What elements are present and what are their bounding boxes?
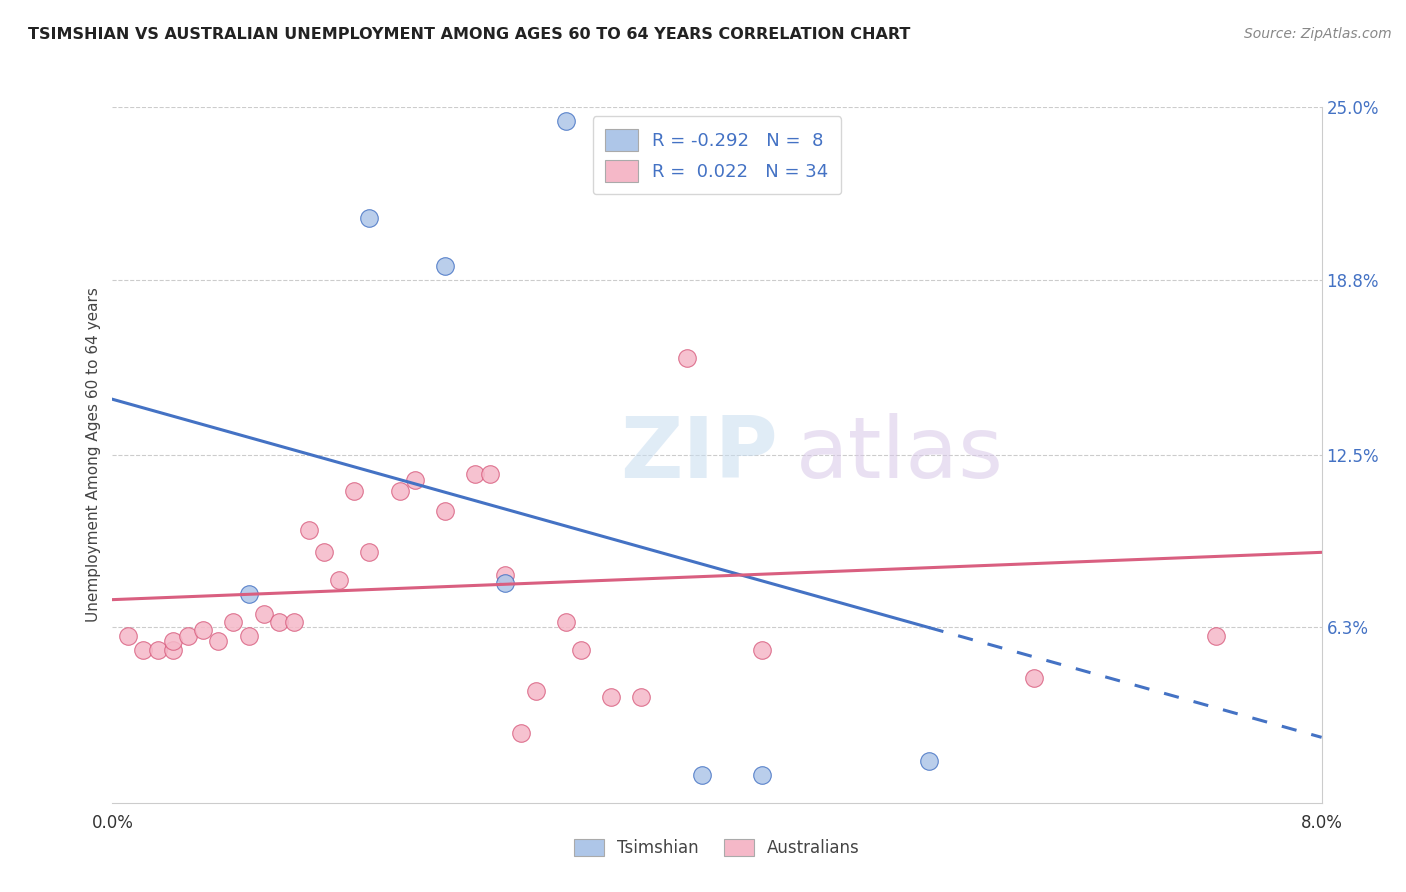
Point [146, 642, 169, 657]
Point [238, 629, 260, 643]
Point [162, 634, 184, 648]
Point [388, 484, 411, 499]
Point [690, 768, 713, 782]
Point [253, 607, 276, 621]
Point [222, 615, 245, 629]
Legend: Tsimshian, Australians: Tsimshian, Australians [568, 832, 866, 864]
Point [298, 523, 321, 537]
Point [433, 503, 456, 517]
Point [359, 211, 381, 226]
Point [464, 467, 486, 482]
Point [479, 467, 502, 482]
Point [917, 754, 939, 768]
Point [554, 615, 576, 629]
Point [554, 114, 576, 128]
Point [191, 624, 215, 638]
Point [312, 545, 335, 559]
Point [495, 567, 517, 582]
Point [343, 484, 366, 499]
Point [177, 629, 200, 643]
Point [524, 684, 547, 698]
Y-axis label: Unemployment Among Ages 60 to 64 years: Unemployment Among Ages 60 to 64 years [86, 287, 101, 623]
Text: atlas: atlas [796, 413, 1004, 497]
Point [751, 768, 773, 782]
Point [283, 615, 305, 629]
Point [600, 690, 623, 704]
Point [569, 642, 592, 657]
Point [117, 629, 139, 643]
Point [359, 545, 381, 559]
Point [433, 259, 456, 273]
Point [751, 642, 773, 657]
Point [495, 576, 517, 591]
Text: Source: ZipAtlas.com: Source: ZipAtlas.com [1244, 27, 1392, 41]
Point [328, 573, 350, 587]
Point [162, 642, 184, 657]
Point [509, 726, 531, 740]
Point [238, 587, 260, 601]
Point [207, 634, 229, 648]
Point [1024, 671, 1046, 685]
Point [132, 642, 155, 657]
Point [630, 690, 652, 704]
Text: TSIMSHIAN VS AUSTRALIAN UNEMPLOYMENT AMONG AGES 60 TO 64 YEARS CORRELATION CHART: TSIMSHIAN VS AUSTRALIAN UNEMPLOYMENT AMO… [28, 27, 911, 42]
Text: ZIP: ZIP [620, 413, 778, 497]
Point [1205, 629, 1227, 643]
Point [404, 473, 426, 487]
Point [675, 351, 697, 365]
Point [267, 615, 290, 629]
